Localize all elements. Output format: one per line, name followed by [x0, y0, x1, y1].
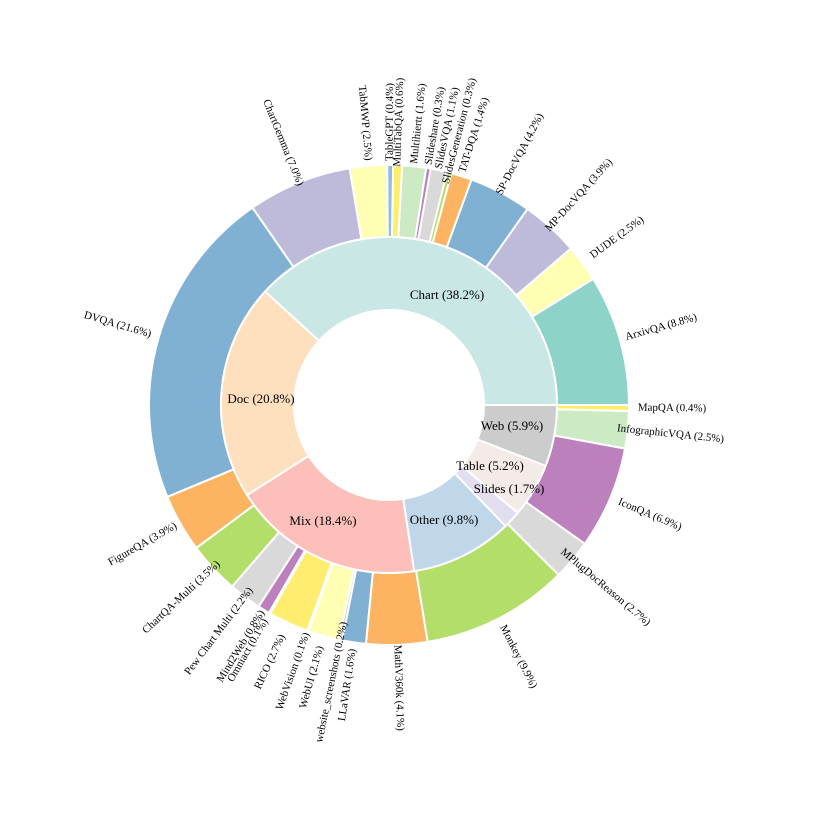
inner-label-web: Web (5.9%)	[481, 418, 544, 433]
inner-label-chart: Chart (38.2%)	[410, 287, 484, 302]
outer-label-sp-docvqa: SP-DocVQA (4.2%)	[494, 111, 547, 197]
outer-label-chartgemma: ChartGemma (7.0%)	[260, 98, 306, 188]
outer-label-mplugdocreason: MPlugDocReason (2.7%)	[558, 546, 653, 629]
inner-label-mix: Mix (18.4%)	[289, 513, 356, 528]
outer-label-arxivqa: ArxivQA (8.8%)	[624, 311, 699, 343]
inner-label-doc: Doc (20.8%)	[227, 391, 294, 406]
outer-label-multitabqa: MultiTabQA (0.6%)	[391, 77, 406, 167]
inner-labels: Chart (38.2%) Doc (20.8%) Mix (18.4%) Other…	[227, 287, 544, 528]
outer-label-dude: DUDE (2.5%)	[588, 214, 647, 261]
outer-label-iconqa: IconQA (6.9%)	[616, 496, 683, 534]
inner-wedge-web	[476, 404, 559, 468]
outer-label-monkey: Monkey (9.9%)	[497, 623, 540, 691]
outer-label-mathv360k: MathV360k (4.1%)	[391, 645, 406, 732]
outer-label-mp-docvqa: MP-DocVQA (3.9%)	[543, 156, 615, 234]
outer-label-dvqa: DVQA (21.6%)	[83, 309, 154, 340]
outer-wedge-mapqa	[555, 404, 631, 413]
outer-label-chartqa-multi: ChartQA-Multi (3.5%)	[140, 558, 223, 636]
outer-label-tabmwp: TabMWP (2.5%)	[356, 85, 374, 161]
outer-ring	[148, 163, 631, 646]
outer-label-figureqa: FigureQA (3.9%)	[106, 520, 179, 569]
inner-wedge-chart	[263, 236, 559, 406]
outer-label-tablegpt: TableGPT (0.4%)	[384, 83, 396, 161]
inner-ring	[220, 236, 559, 574]
outer-label-mapqa: MapQA (0.4%)	[638, 402, 707, 415]
inner-wedge-doc	[220, 290, 321, 497]
inner-label-slides: Slides (1.7%)	[474, 481, 545, 496]
inner-label-table: Table (5.2%)	[456, 458, 524, 473]
outer-label-infographicvqa: InfographicVQA (2.5%)	[616, 422, 725, 445]
inner-label-other: Other (9.8%)	[410, 512, 479, 527]
